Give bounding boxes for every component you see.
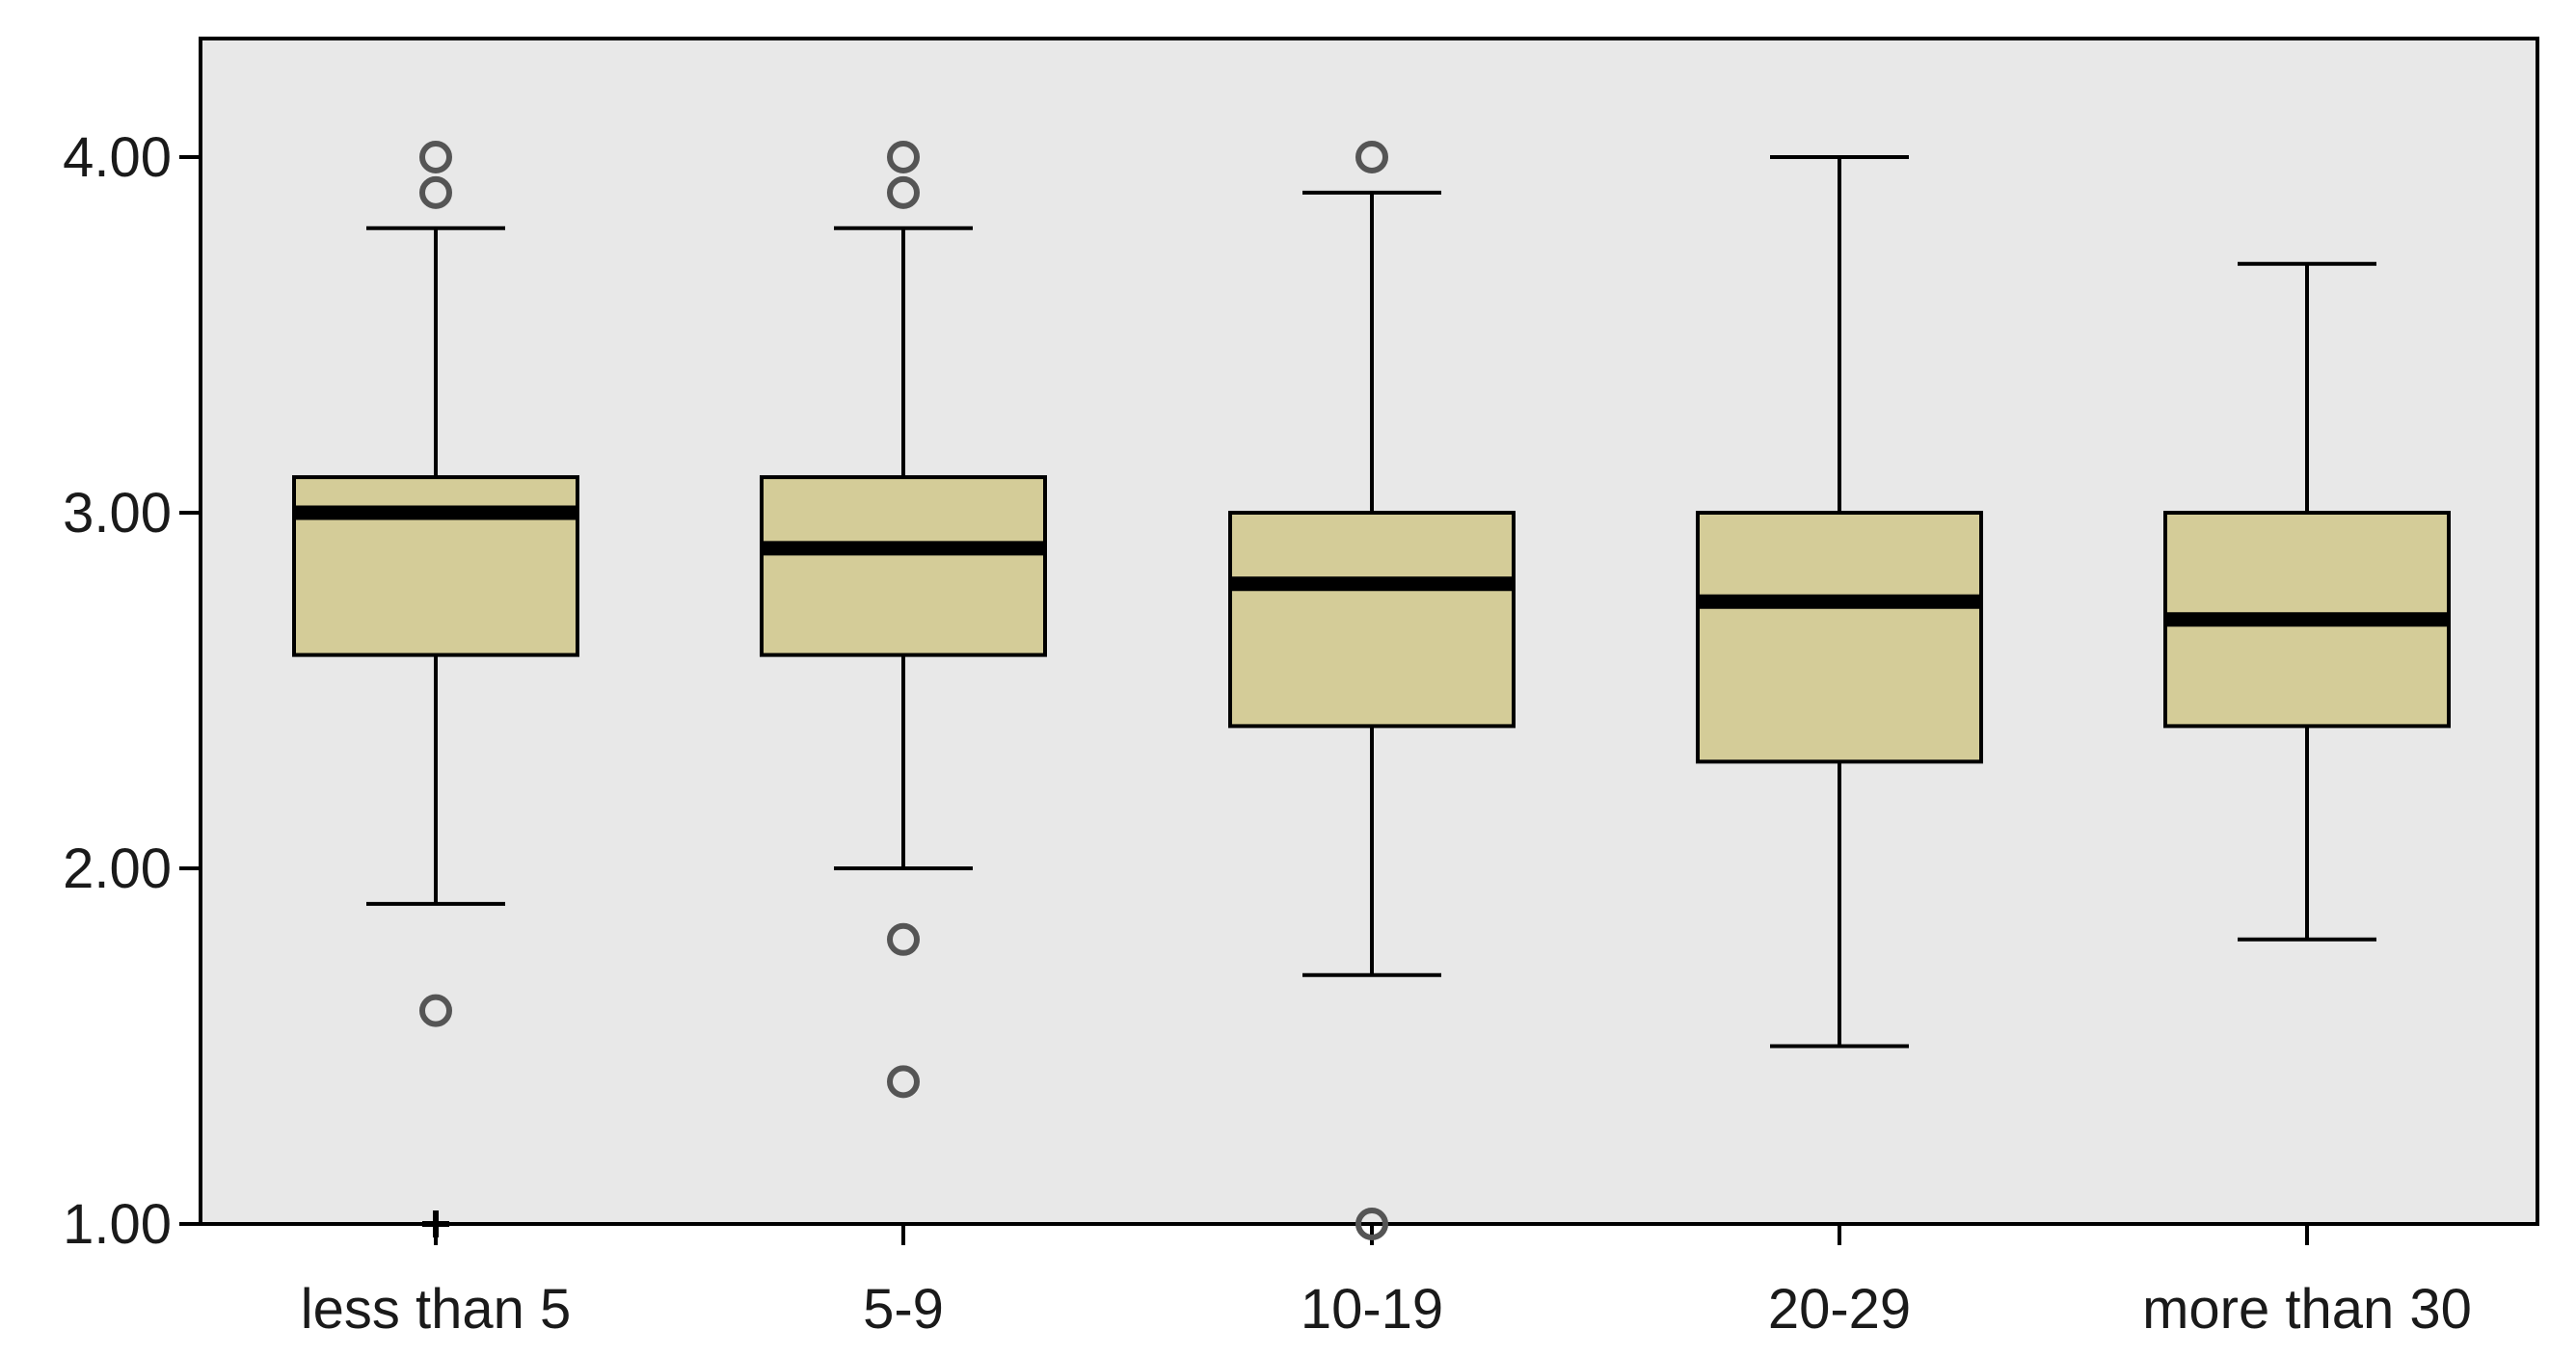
x-tick-label: 10-19	[1301, 1278, 1443, 1341]
outlier-point	[419, 175, 452, 209]
outlier-point	[1355, 141, 1388, 173]
box-iqr	[292, 475, 579, 657]
outlier-point	[1355, 1208, 1388, 1240]
y-tick-label: 3.00	[63, 482, 172, 545]
y-tick-label: 4.00	[63, 126, 172, 189]
outlier-point	[887, 175, 920, 209]
y-tick-label: 2.00	[63, 838, 172, 900]
outlier-point	[887, 1065, 920, 1099]
outlier-point	[419, 994, 452, 1027]
box-iqr	[760, 475, 1047, 657]
box-iqr	[1696, 511, 1983, 764]
x-tick-label: 20-29	[1768, 1278, 1911, 1341]
x-tick-label: more than 30	[2142, 1278, 2472, 1341]
x-tick-label: less than 5	[301, 1278, 572, 1341]
outlier-point	[887, 922, 920, 956]
outlier-point	[887, 141, 920, 173]
x-tick-label: 5-9	[863, 1278, 944, 1341]
outlier-point	[419, 141, 452, 173]
box-iqr	[1228, 511, 1516, 729]
y-tick-label: 1.00	[63, 1193, 172, 1256]
